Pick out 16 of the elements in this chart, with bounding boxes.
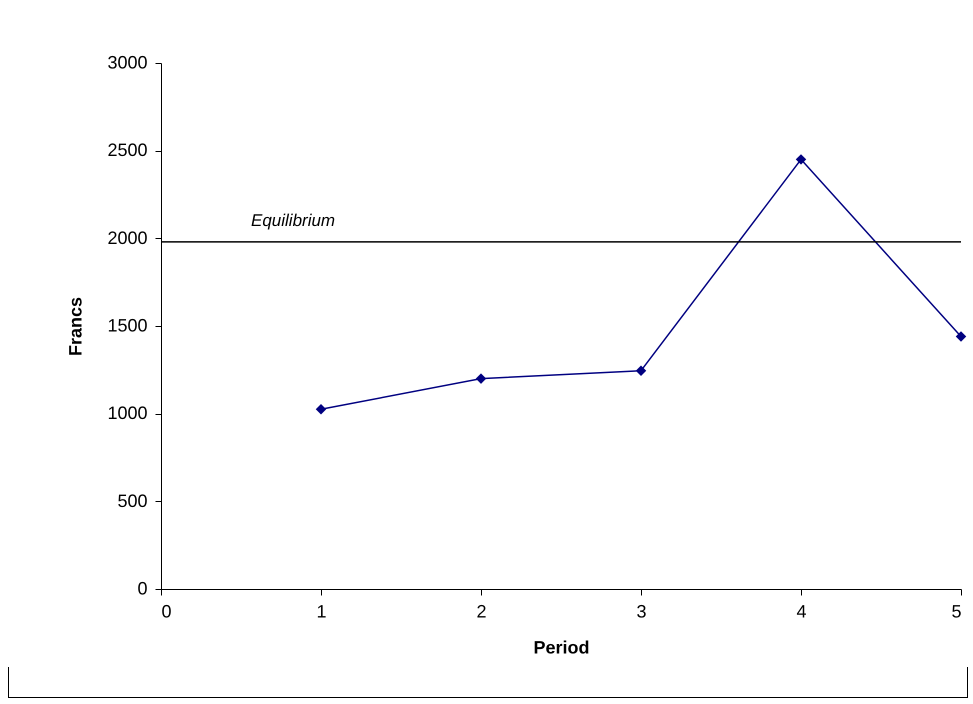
x-tick-label: 0 bbox=[162, 602, 172, 622]
y-axis-title: Francs bbox=[65, 296, 86, 356]
y-tick-label: 2500 bbox=[107, 140, 148, 160]
x-tick-label: 1 bbox=[316, 602, 327, 622]
y-tick-label: 1000 bbox=[107, 403, 148, 424]
ref-line-label: Equilibrium bbox=[251, 210, 336, 230]
x-tick-label: 2 bbox=[476, 602, 487, 622]
y-tick-label: 1500 bbox=[107, 316, 148, 336]
y-tick-label: 3000 bbox=[107, 52, 148, 72]
x-axis-title: Period bbox=[533, 638, 590, 658]
x-tick-label: 3 bbox=[636, 602, 647, 622]
y-tick-label: 2000 bbox=[107, 228, 148, 248]
y-tick-label: 500 bbox=[117, 490, 148, 511]
y-tick-label: 0 bbox=[137, 578, 148, 598]
x-tick-label: 5 bbox=[951, 602, 962, 622]
x-tick-label: 4 bbox=[796, 602, 807, 622]
